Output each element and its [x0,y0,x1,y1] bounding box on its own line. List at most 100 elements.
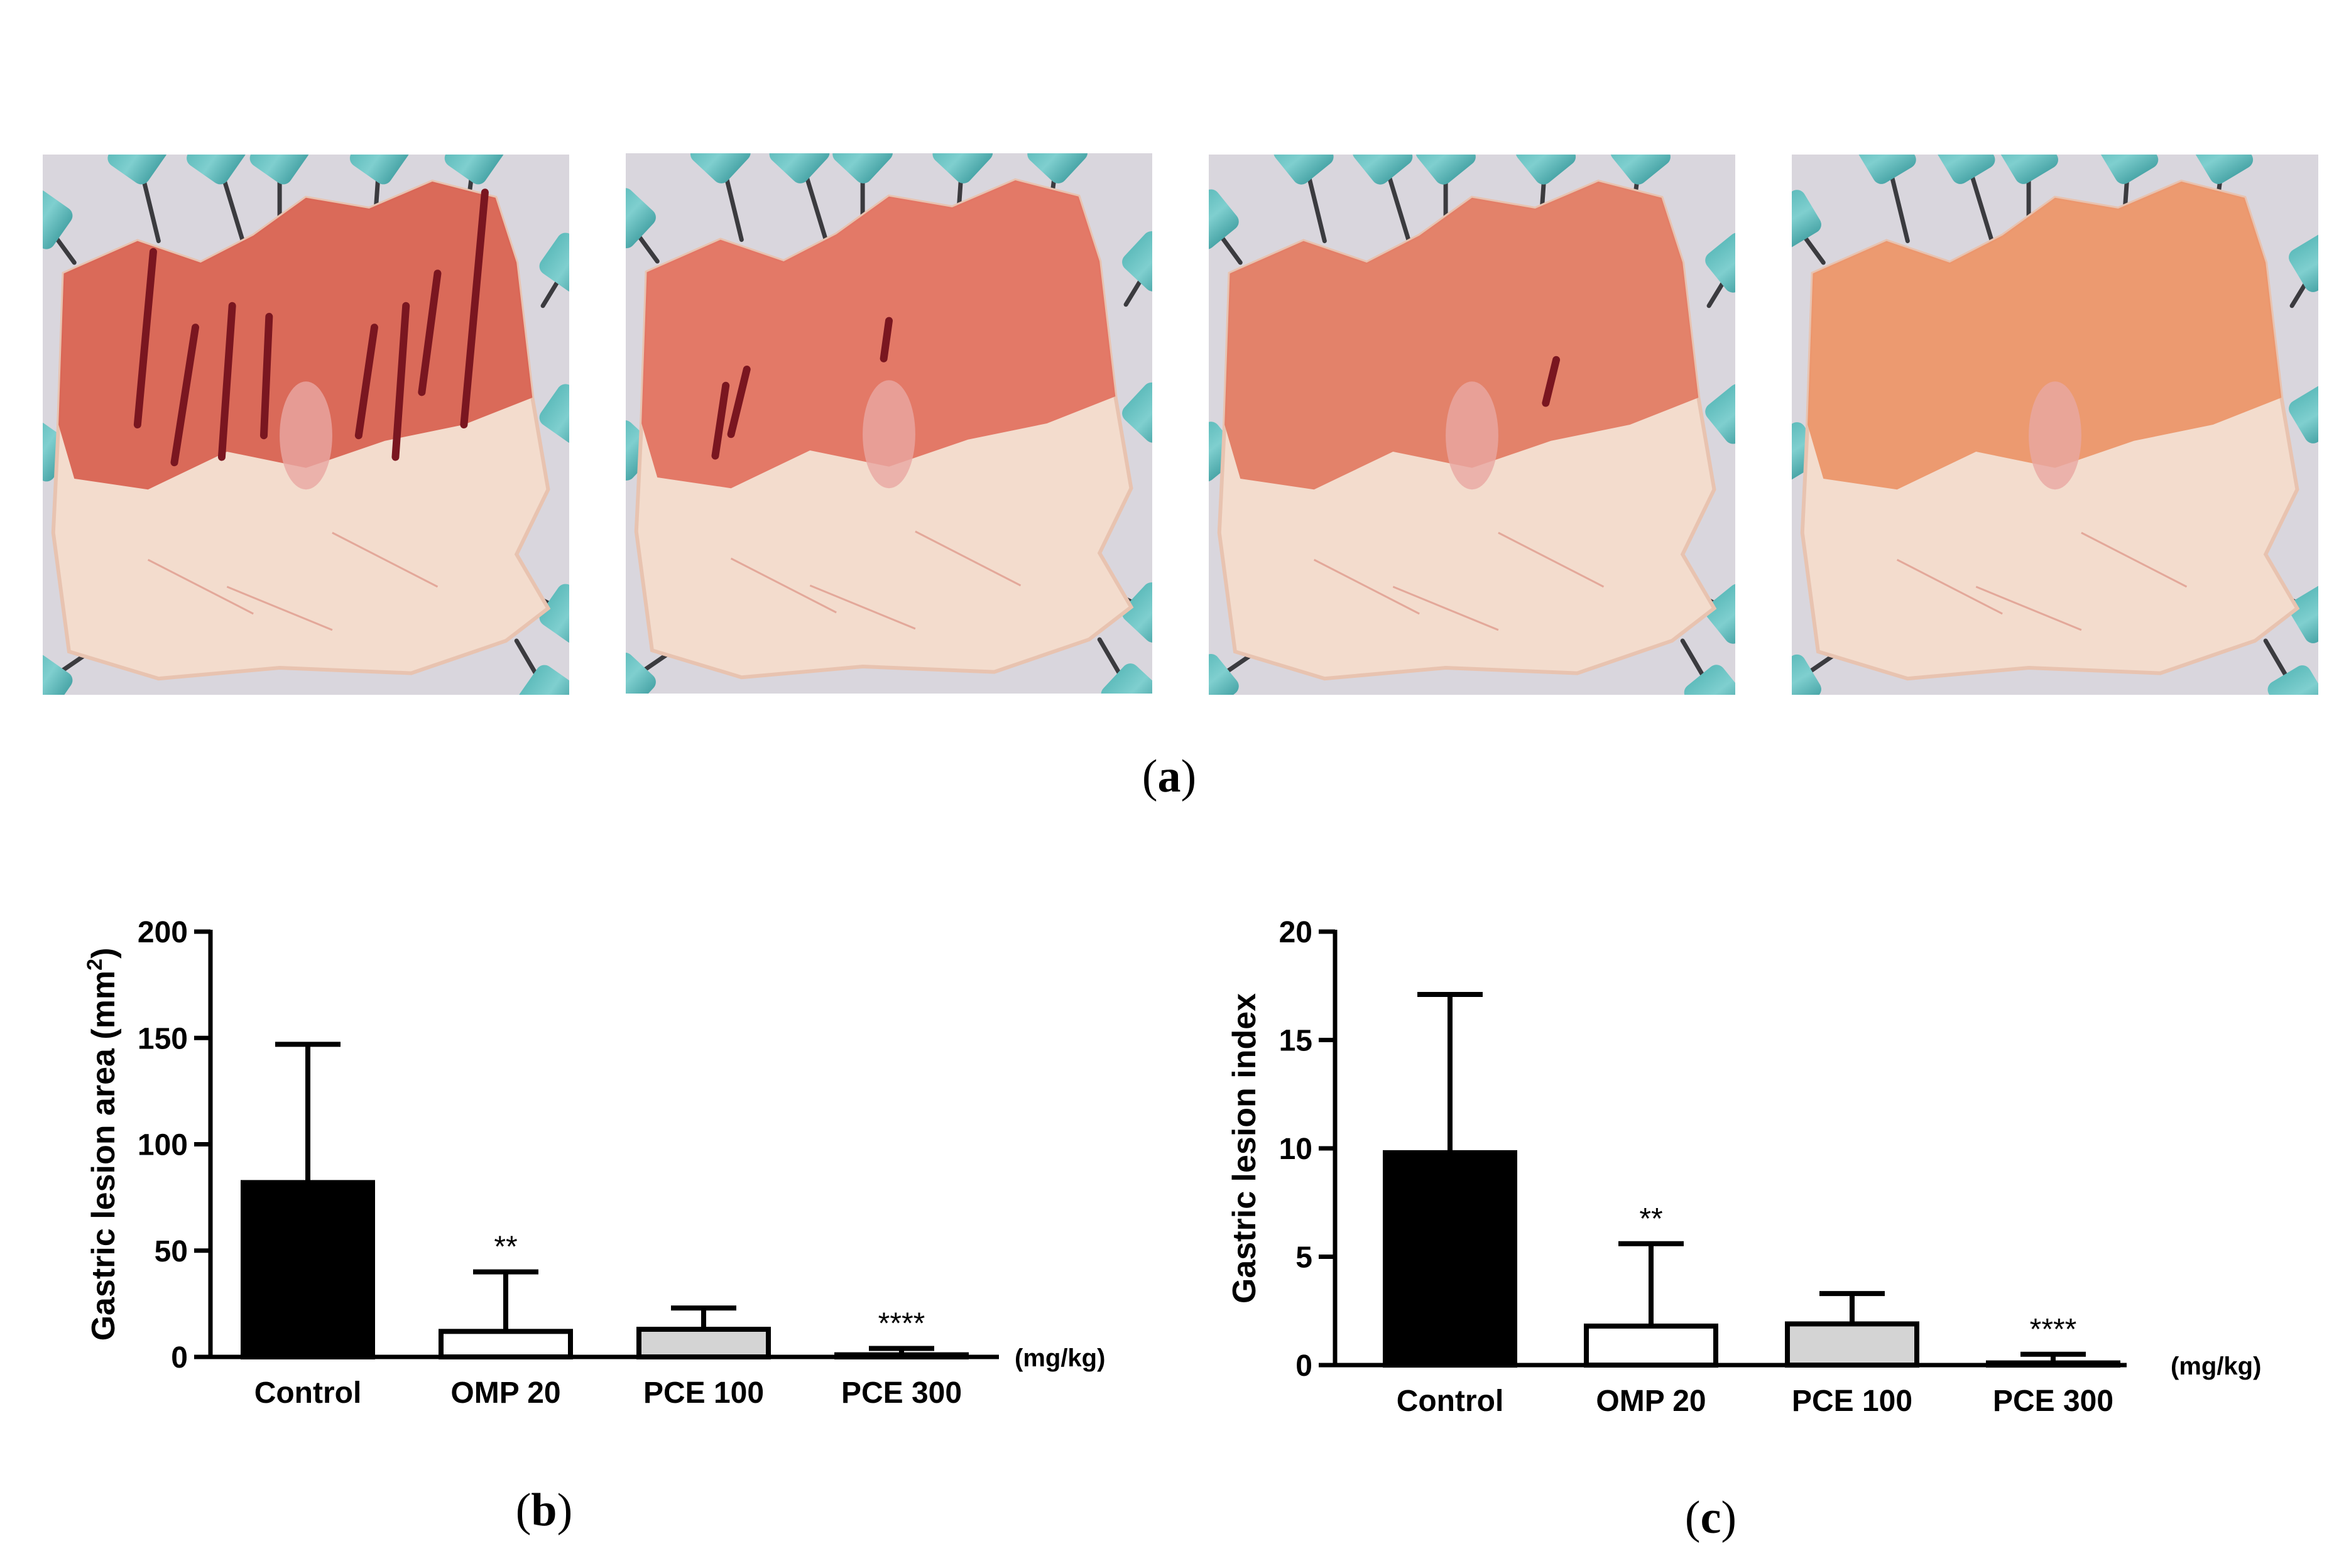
needle-hub [1684,665,1735,695]
needle-hub [1936,155,1995,184]
photo-content [1209,155,1735,695]
needle-hub [2099,155,2159,184]
needle-hub [187,155,246,185]
photo-content [626,153,1152,694]
needle-hub [2289,384,2318,444]
blood-vessel [915,530,1022,587]
blood-vessel [730,557,837,614]
needle-hub [1515,155,1576,185]
needle-hub [107,155,168,185]
panel-a-caption-letter: a [1158,751,1181,802]
needle-hub [1209,189,1239,249]
blood-vessel [2081,531,2188,588]
panel-caption-letter: c [1701,1492,1721,1544]
blood-vessel [1498,531,1605,588]
needle-hub [1122,382,1152,443]
panel-caption: (b) [516,1484,572,1536]
hemorrhagic-lesion [217,302,236,461]
category-label: PCE 300 [841,1376,962,1410]
specimen-photo-2 [626,153,1152,694]
needle-hub [349,155,410,185]
needle-hub [1352,155,1413,185]
blood-vessel [1392,585,1499,631]
bar-pce-300 [834,1352,969,1359]
photo-content [43,155,569,695]
hemorrhagic-lesion [418,270,442,396]
needle-hub [1610,155,1671,185]
needle-hub [539,384,569,444]
pyloric-ring [863,380,915,489]
needle-hub [2267,665,2318,695]
hemorrhagic-lesion [460,188,489,428]
y-tick-label: 5 [1295,1241,1312,1275]
category-label: PCE 300 [1993,1385,2113,1418]
needle-hub [1705,584,1735,644]
needle-hub [1122,582,1152,643]
y-tick-label: 150 [138,1022,188,1055]
hemorrhagic-lesion [1542,356,1561,407]
hemorrhagic-lesion [259,313,273,440]
y-axis-label: Gastric lesion index [1226,993,1263,1304]
category-label: OMP 20 [1596,1385,1706,1418]
hemorrhagic-lesion [711,381,730,460]
panel-a-caption: (a) [1142,751,1196,802]
specimen-photo-1 [43,155,569,695]
needle-hub [932,153,993,183]
hemorrhagic-lesion [133,248,157,428]
category-label: OMP 20 [450,1376,560,1410]
blood-vessel [147,558,254,615]
blood-vessel [1313,558,1420,615]
needle-hub [1999,155,2059,184]
panel-a-photographs [43,153,2318,695]
blood-vessel [226,585,333,631]
y-axis-label: Gastric lesion area (mm2) [83,948,122,1341]
significance-marker: **** [2030,1313,2077,1346]
needle-hub [2289,233,2318,292]
pyloric-ring [280,381,332,490]
needle-hub [539,232,569,293]
needle-hub [2289,584,2318,643]
photo-content [1792,155,2318,695]
panel-caption: (c) [1685,1492,1737,1544]
blood-vessel [809,584,916,630]
needle-hub [1792,654,1821,695]
y-axis-label-tail: ) [85,948,122,959]
needle-hub [1705,232,1735,293]
specimen-photo-4 [1792,155,2318,695]
bar-pce-100 [636,1326,771,1360]
chart-c-lesion-index: 0 5 10 15 20 Control ** OMP 20 PCE 100 **** PCE 30… [1226,916,2261,1544]
bar-control [1383,1150,1517,1368]
y-tick-label: 0 [1295,1349,1312,1383]
blood-vessel [332,531,439,588]
needle-hub [769,153,830,183]
significance-marker: ** [1639,1202,1662,1236]
glandular-mucosa [1224,182,1699,490]
bar-omp-20 [439,1329,573,1359]
y-tick-label: 15 [1279,1025,1312,1058]
significance-marker: ** [494,1231,517,1264]
needle-hub [539,584,569,644]
needle-hub [626,188,656,249]
bar-pce-100 [1785,1321,1919,1368]
significance-marker: **** [878,1307,925,1340]
specimen-photo-3 [1209,155,1735,695]
category-label: Control [1397,1385,1504,1418]
needle-hub [1415,155,1476,185]
needle-hub [518,665,569,695]
chart-b-lesion-area: 0 50 100 150 200 Control ** OMP 20 PCE 100 **** PC… [83,916,1105,1536]
bar-omp-20 [1584,1323,1718,1368]
needle-hub [1705,384,1735,444]
needle-hub [1792,190,1821,249]
category-label: Control [254,1376,362,1410]
needle-hub [832,153,893,183]
needle-hub [43,189,73,249]
needle-hub [690,153,751,183]
y-axis-label-text: Gastric lesion area (mm [85,971,122,1341]
category-label: PCE 100 [643,1376,764,1410]
needle-hub [43,654,73,695]
unit-label: (mg/kg) [2171,1353,2261,1380]
panel-caption-letter: b [531,1484,557,1536]
needle-hub [1209,654,1239,695]
hemorrhagic-lesion [354,324,378,440]
glandular-mucosa [641,180,1116,489]
